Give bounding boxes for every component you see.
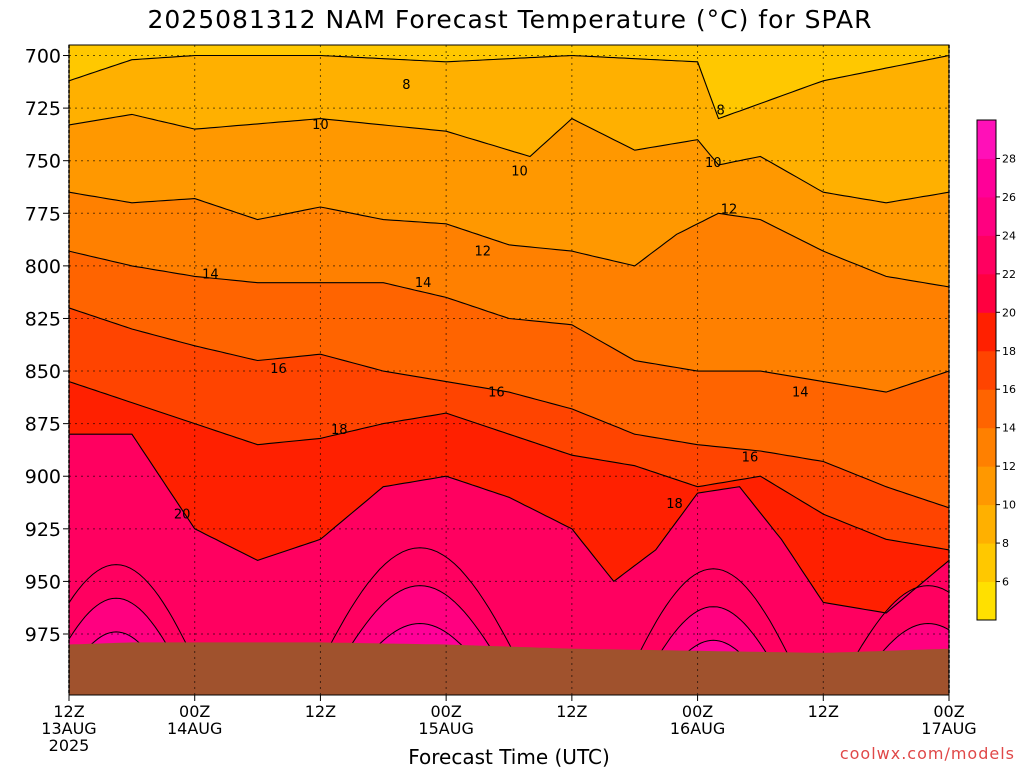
band-below-8 — [69, 45, 949, 119]
y-tick-label: 925 — [25, 519, 61, 541]
isotherm-18 — [69, 381, 949, 551]
x-tick-label: 12Z — [305, 702, 336, 721]
contour-label: 18 — [331, 423, 348, 438]
isotherm-16 — [69, 307, 949, 509]
contour-label: 8 — [402, 78, 410, 93]
contour-label: 16 — [270, 362, 287, 377]
contour-label: 20 — [174, 507, 191, 522]
contour-label: 10 — [312, 118, 329, 133]
colorbar-swatch — [977, 466, 996, 506]
contour-label: 10 — [705, 156, 722, 171]
x-tick-label: 12Z — [53, 702, 84, 721]
contour-label: 12 — [475, 244, 492, 259]
colorbar-swatch — [977, 427, 996, 467]
y-tick-label: 800 — [25, 256, 61, 278]
colorbar: 6 8 10 12 14 16 18 20 22 24 26 28 — [976, 119, 1016, 621]
y-tick-label: 725 — [25, 98, 61, 120]
colorbar-tick-label: 28 — [1002, 152, 1016, 165]
colorbar-swatch — [977, 120, 996, 159]
plot-area: 8 8 10 10 10 12 12 14 14 14 16 16 16 18 18 20 — [69, 45, 949, 695]
y-tick-label: 950 — [25, 571, 61, 593]
credit-text: coolwx.com/models — [840, 744, 1015, 763]
colorbar-tick-label: 24 — [1002, 229, 1016, 242]
x-tick-label: 12Z — [556, 702, 587, 721]
x-tick-label: 16AUG — [670, 719, 725, 738]
colorbar-tick-label: 16 — [1002, 383, 1016, 396]
contour-label: 8 — [716, 103, 724, 118]
terrain — [69, 642, 949, 695]
contour-label: 16 — [488, 385, 505, 400]
colorbar-tick-label: 12 — [1002, 460, 1016, 473]
y-tick-label: 900 — [25, 466, 61, 488]
colorbar-swatch — [977, 158, 996, 198]
isotherm-14 — [69, 250, 949, 393]
contour-label: 12 — [721, 202, 738, 217]
colorbar-swatch — [977, 581, 996, 621]
colorbar-swatch — [977, 235, 996, 275]
colorbar-swatch — [977, 196, 996, 236]
colorbar-tick-label: 8 — [1002, 537, 1009, 550]
x-tick-label: 12Z — [808, 702, 839, 721]
x-tick-label: 17AUG — [921, 719, 976, 738]
y-tick-label: 975 — [25, 624, 61, 646]
grid — [69, 45, 949, 695]
y-tick-label: 700 — [25, 46, 61, 68]
colorbar-tick-label: 10 — [1002, 499, 1016, 512]
x-axis-label: Forecast Time (UTC) — [408, 745, 610, 768]
colorbar-swatch — [977, 389, 996, 429]
colorbar-swatch — [977, 312, 996, 352]
colorbar-tick-label: 6 — [1002, 576, 1009, 589]
colorbar-swatch — [977, 273, 996, 313]
contour-label: 14 — [202, 267, 219, 282]
colorbar-swatch — [977, 543, 996, 583]
y-tick-label: 775 — [25, 203, 61, 225]
contour-label: 14 — [792, 385, 809, 400]
isotherm-12 — [69, 191, 949, 288]
contour-label: 10 — [511, 164, 528, 179]
terrain-fill — [69, 642, 949, 695]
colorbar-swatch — [977, 350, 996, 390]
x-tick-label: 00Z — [430, 702, 461, 721]
isotherm-10 — [69, 113, 949, 204]
colorbar-swatch — [977, 504, 996, 544]
temperature-fill — [69, 45, 949, 695]
x-tick-label: 00Z — [933, 702, 964, 721]
x-tick-label: 14AUG — [167, 719, 222, 738]
isotherm-20 — [69, 433, 949, 614]
y-tick-label: 825 — [25, 308, 61, 330]
colorbar-frame — [976, 119, 997, 621]
colorbar-tick-label: 14 — [1002, 422, 1016, 435]
isotherm-contours — [69, 54, 949, 614]
contour-label: 16 — [742, 451, 759, 466]
chart-title: 2025081312 NAM Forecast Temperature (°C)… — [148, 5, 873, 34]
isotherm-8 — [69, 54, 949, 120]
x-tick-label: 2025 — [49, 736, 90, 755]
x-tick-label: 00Z — [682, 702, 713, 721]
y-tick-label: 750 — [25, 151, 61, 173]
x-tick-label: 00Z — [179, 702, 210, 721]
contour-labels: 8 8 10 10 10 12 12 14 14 14 16 16 16 18 18 20 — [174, 78, 809, 522]
colorbar-tick-label: 26 — [1002, 191, 1016, 204]
y-tick-label: 850 — [25, 361, 61, 383]
y-axis: 700 725 750 775 800 825 850 875 900 925 950 975 — [25, 46, 69, 646]
contour-label: 18 — [666, 497, 683, 512]
colorbar-tick-label: 18 — [1002, 345, 1016, 358]
y-tick-label: 875 — [25, 414, 61, 436]
contour-label: 14 — [415, 276, 432, 291]
x-tick-label: 13AUG — [41, 719, 96, 738]
x-tick-label: 15AUG — [418, 719, 473, 738]
colorbar-tick-label: 20 — [1002, 306, 1016, 319]
colorbar-tick-label: 22 — [1002, 268, 1016, 281]
